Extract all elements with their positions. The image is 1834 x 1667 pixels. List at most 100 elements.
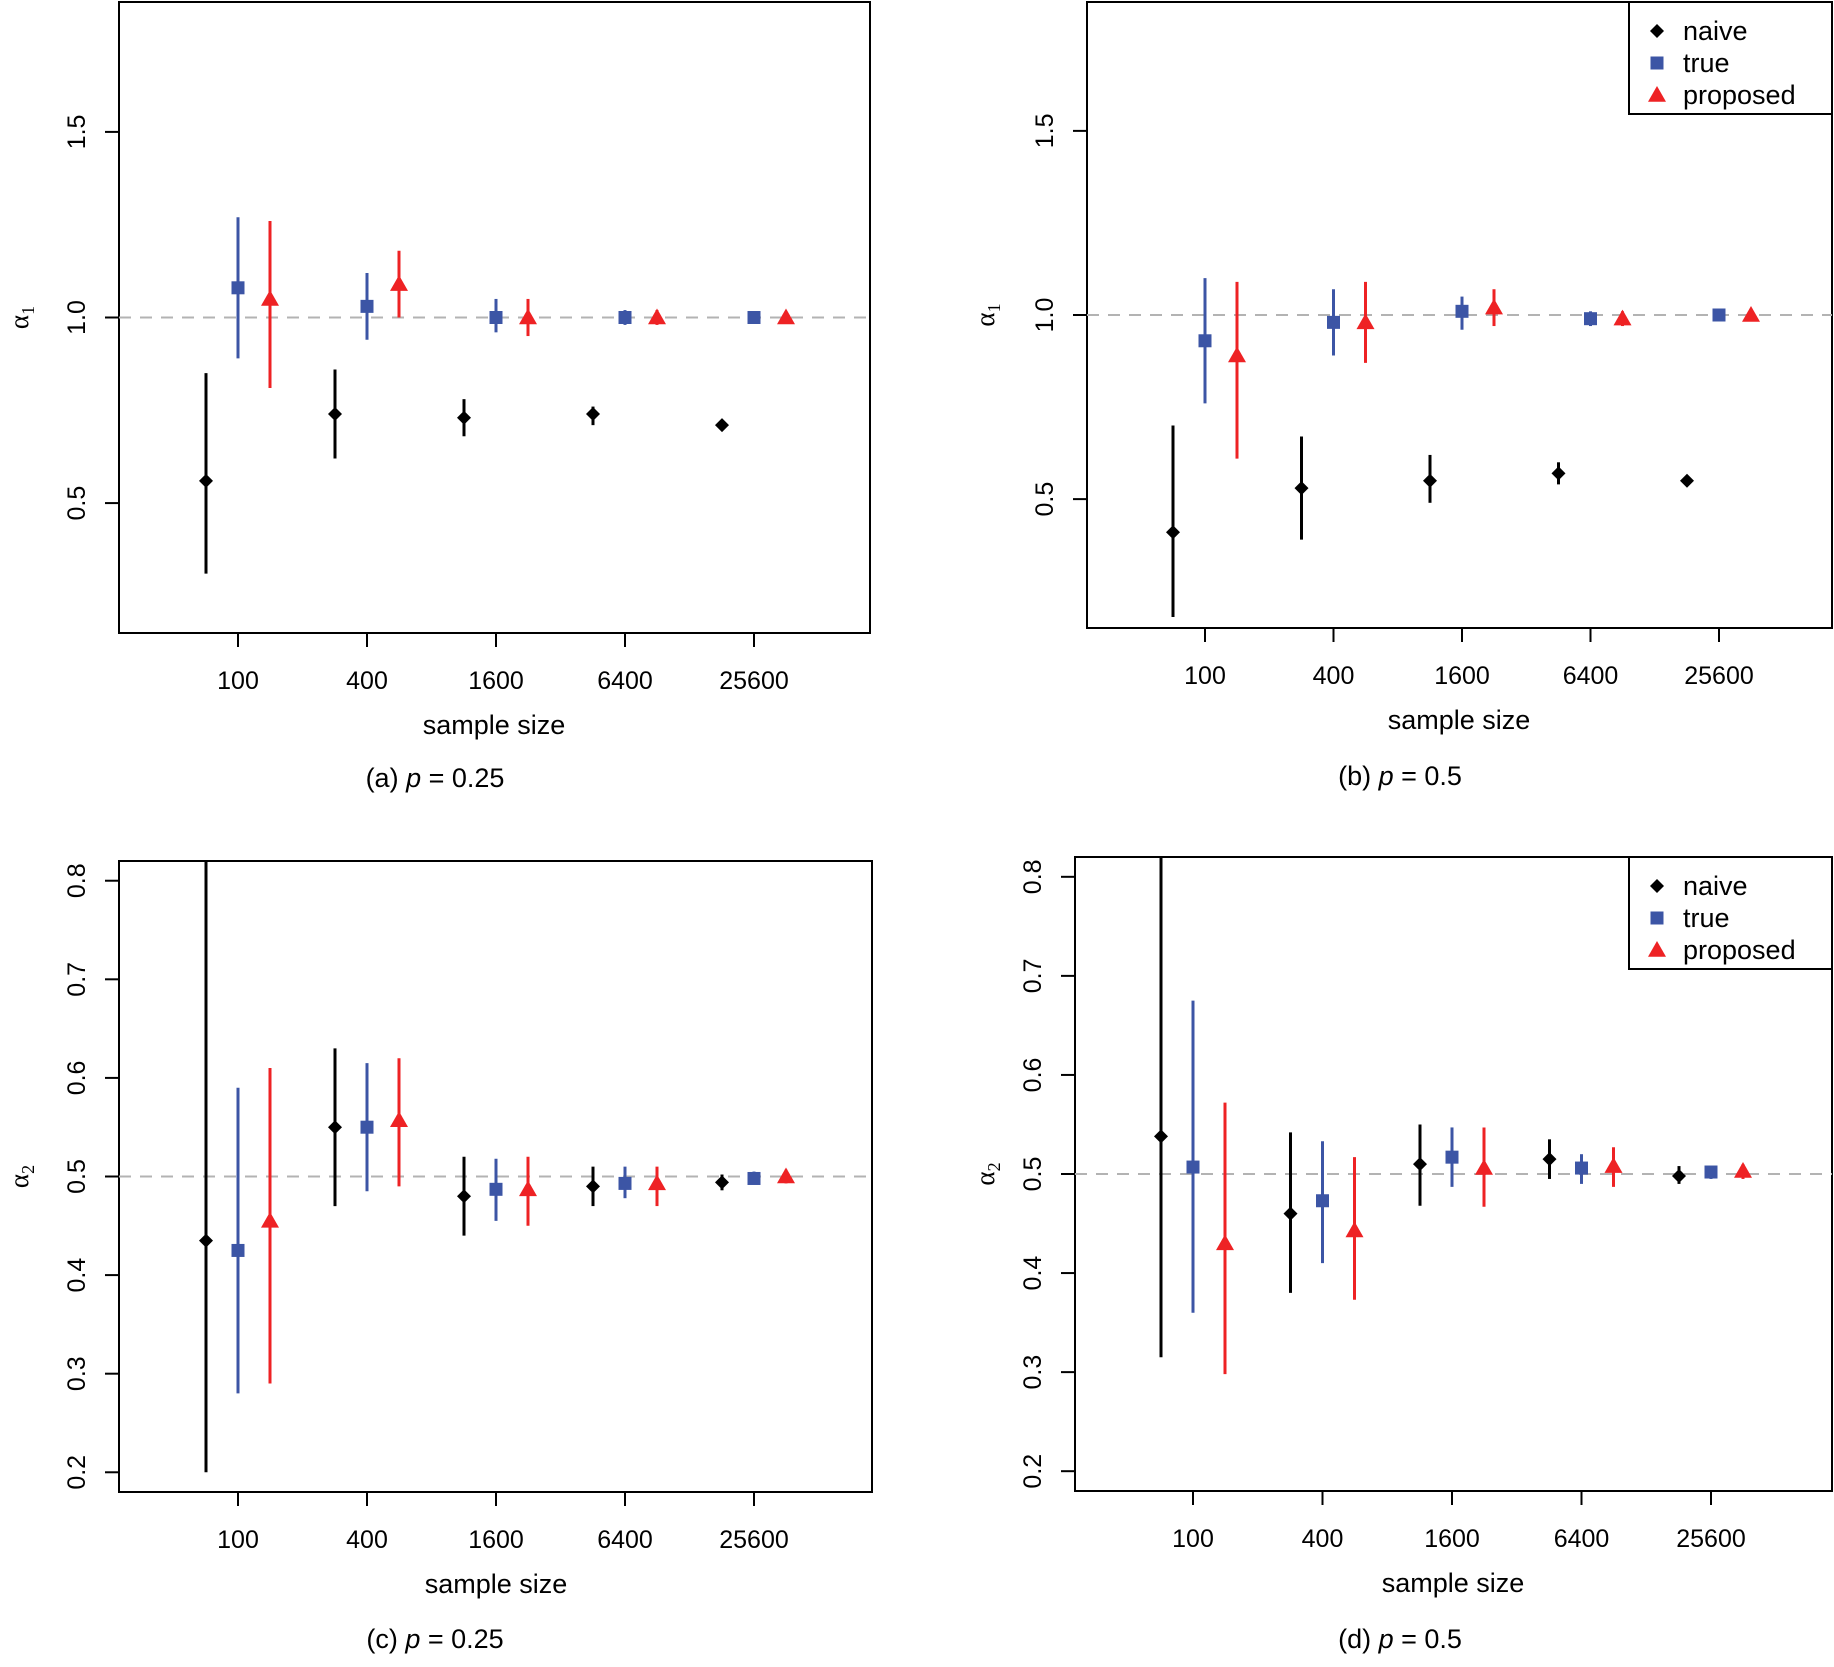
x-tick-label: 6400 xyxy=(597,667,653,695)
point-naive-400 xyxy=(328,1120,342,1135)
y-axis-title: α2 xyxy=(970,1162,1004,1185)
series-proposed xyxy=(261,220,795,389)
y-tick-label: 0.5 xyxy=(1019,1157,1047,1192)
point-proposed-100 xyxy=(1216,1234,1234,1251)
point-proposed-6400 xyxy=(1613,309,1632,326)
legend-marker-proposed xyxy=(1648,941,1666,957)
series-true xyxy=(231,1063,761,1394)
point-true-25600 xyxy=(747,1171,761,1185)
point-naive-100 xyxy=(199,473,213,488)
x-tick-label: 100 xyxy=(217,667,259,695)
point-naive-100 xyxy=(1154,1129,1168,1144)
x-tick-label: 6400 xyxy=(597,1526,653,1554)
series-true xyxy=(1186,1000,1718,1313)
y-tick-label: 0.4 xyxy=(63,1258,91,1293)
legend-marker-naive xyxy=(1650,879,1664,893)
point-true-6400 xyxy=(1584,312,1597,326)
point-proposed-1600 xyxy=(1475,1159,1493,1175)
point-proposed-400 xyxy=(1345,1221,1364,1238)
point-proposed-100 xyxy=(261,1211,279,1228)
point-naive-400 xyxy=(1283,1206,1298,1221)
legend-marker-naive xyxy=(1650,24,1664,38)
x-tick-label: 25600 xyxy=(1684,662,1754,690)
series-true xyxy=(1198,278,1726,404)
y-axis-title: α1 xyxy=(4,306,38,329)
x-tick-label: 1600 xyxy=(1434,662,1490,690)
series-proposed xyxy=(261,1058,795,1384)
point-true-6400 xyxy=(1575,1161,1588,1175)
x-tick-label: 100 xyxy=(217,1526,259,1554)
y-tick-label: 0.5 xyxy=(63,1159,91,1194)
point-naive-25600 xyxy=(715,418,729,433)
panel-a: 0.5 1.0 1.5 100 400 1600 6400 25600 sample size α… xyxy=(4,1,871,793)
y-tick-label: 0.8 xyxy=(1019,859,1047,894)
point-naive-6400 xyxy=(586,407,600,422)
legend-label-naive: naive xyxy=(1683,871,1748,901)
point-true-100 xyxy=(1186,1160,1200,1174)
x-tick-label: 6400 xyxy=(1554,1525,1610,1553)
y-tick-label: 0.2 xyxy=(63,1455,91,1490)
x-tick-label: 100 xyxy=(1184,662,1226,690)
y-axis-title: α2 xyxy=(4,1165,38,1188)
point-naive-1600 xyxy=(1413,1157,1427,1172)
legend-label-true: true xyxy=(1683,48,1730,78)
legend-marker-true xyxy=(1650,56,1664,70)
x-tick-label: 100 xyxy=(1172,1525,1214,1553)
point-true-400 xyxy=(1316,1194,1329,1208)
legend-marker-proposed xyxy=(1648,86,1666,102)
point-proposed-1600 xyxy=(519,1180,537,1197)
point-proposed-6400 xyxy=(648,1174,666,1191)
x-tick-label: 400 xyxy=(1302,1525,1344,1553)
point-proposed-400 xyxy=(390,275,408,291)
x-tick-label: 25600 xyxy=(719,1526,789,1554)
point-naive-400 xyxy=(328,407,342,422)
point-true-100 xyxy=(1198,334,1212,348)
y-tick-label: 1.0 xyxy=(63,300,91,335)
y-tick-label: 0.2 xyxy=(1019,1454,1047,1489)
point-proposed-400 xyxy=(390,1111,408,1128)
point-naive-25600 xyxy=(715,1175,729,1190)
x-axis-title: sample size xyxy=(1388,705,1531,735)
point-proposed-6400 xyxy=(648,308,666,325)
point-true-400 xyxy=(360,299,374,313)
series-naive xyxy=(199,369,729,574)
point-proposed-100 xyxy=(261,289,279,306)
x-tick-label: 1600 xyxy=(468,667,524,695)
y-tick-label: 1.0 xyxy=(1031,298,1059,333)
series-naive xyxy=(199,861,729,1473)
legend-marker-true xyxy=(1650,911,1664,925)
point-true-100 xyxy=(231,281,245,295)
point-true-400 xyxy=(1327,315,1340,329)
x-axis-title: sample size xyxy=(423,710,566,740)
point-proposed-400 xyxy=(1356,313,1375,330)
y-tick-label: 0.5 xyxy=(63,486,91,521)
point-true-100 xyxy=(231,1243,245,1257)
point-true-25600 xyxy=(1704,1165,1718,1179)
x-tick-label: 400 xyxy=(346,667,388,695)
point-true-1600 xyxy=(1455,304,1469,318)
point-proposed-6400 xyxy=(1604,1157,1623,1173)
point-true-1600 xyxy=(1445,1150,1459,1164)
point-proposed-100 xyxy=(1228,346,1246,363)
point-naive-100 xyxy=(199,1233,213,1248)
series-true xyxy=(231,217,761,359)
point-naive-400 xyxy=(1294,481,1309,496)
point-true-6400 xyxy=(618,311,632,324)
x-tick-label: 25600 xyxy=(719,667,789,695)
point-true-6400 xyxy=(618,1176,632,1190)
series-naive xyxy=(1166,425,1694,617)
x-tick-label: 1600 xyxy=(1424,1525,1480,1553)
x-tick-label: 6400 xyxy=(1563,662,1619,690)
y-tick-label: 0.3 xyxy=(63,1356,91,1391)
point-true-1600 xyxy=(489,311,503,324)
point-naive-1600 xyxy=(457,410,471,425)
point-proposed-25600 xyxy=(1742,306,1760,322)
series-naive xyxy=(1154,857,1686,1358)
panel-b: 0.5 1.0 1.5 100 400 1600 6400 25600 sample size α… xyxy=(970,1,1833,791)
x-tick-label: 25600 xyxy=(1676,1525,1746,1553)
panel-caption: (a) p = 0.25 xyxy=(366,763,505,793)
legend-label-naive: naive xyxy=(1683,16,1748,46)
panel-caption: (c) p = 0.25 xyxy=(366,1624,503,1654)
y-tick-label: 0.3 xyxy=(1019,1355,1047,1390)
